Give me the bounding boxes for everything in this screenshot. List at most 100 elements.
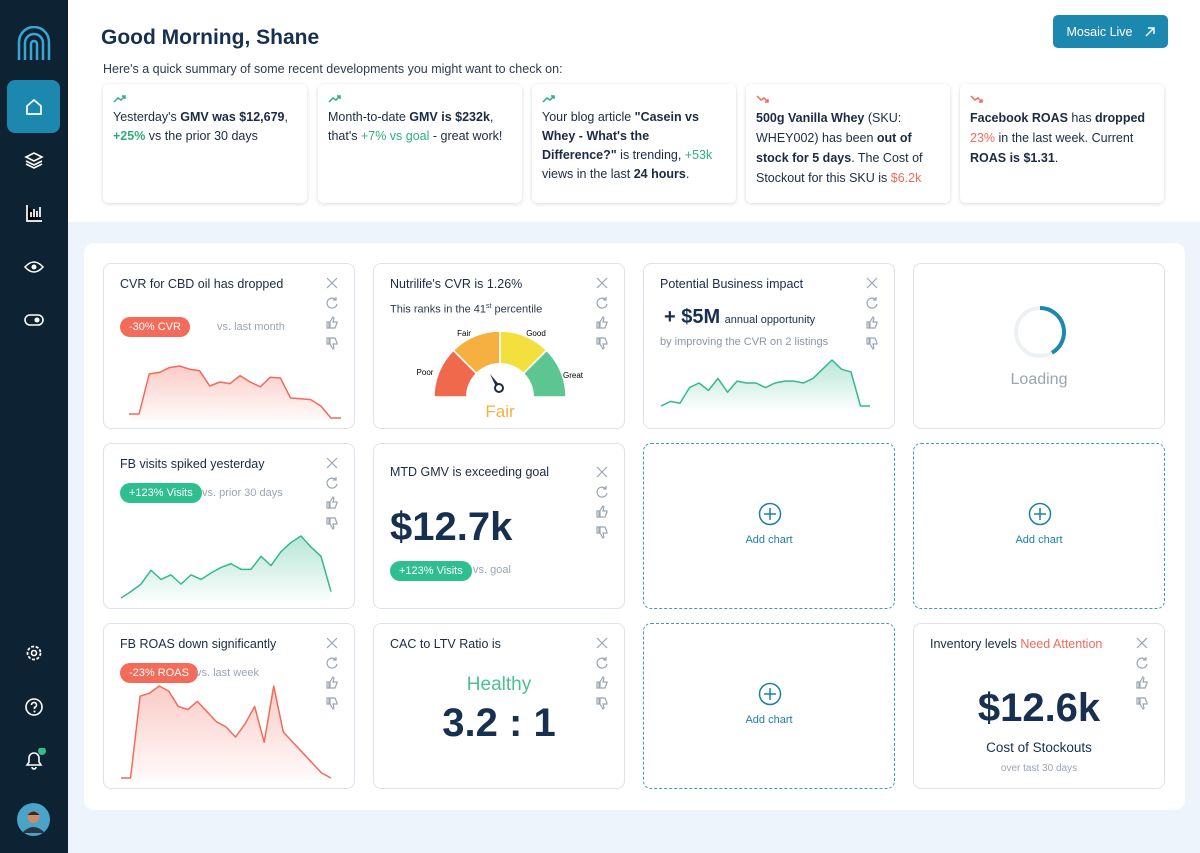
like-button[interactable]: [1135, 676, 1149, 690]
refresh-button[interactable]: [325, 296, 339, 310]
sparkline: [121, 685, 332, 780]
dismiss-icon: [1136, 637, 1148, 649]
nav-layers[interactable]: [7, 133, 60, 186]
gauge: Poor Fair Good Great Fair: [417, 329, 584, 424]
like-button[interactable]: [595, 316, 609, 330]
add-chart[interactable]: Add chart: [643, 623, 895, 789]
card-actions: [595, 465, 609, 545]
rating: Fair: [485, 402, 515, 421]
refresh-button[interactable]: [1135, 656, 1149, 670]
dismiss-icon: [866, 277, 878, 289]
text: is trending,: [616, 148, 685, 162]
like-button[interactable]: [595, 676, 609, 690]
dislike-button[interactable]: [1135, 696, 1149, 710]
dismiss-button[interactable]: [595, 636, 609, 650]
dismiss-button[interactable]: [325, 636, 339, 650]
live-button[interactable]: Mosaic Live: [1053, 15, 1168, 48]
refresh-icon: [326, 297, 338, 309]
refresh-button[interactable]: [595, 485, 609, 499]
nav-settings[interactable]: [7, 626, 60, 679]
sparkline: [129, 365, 341, 420]
arrow: [756, 95, 769, 103]
big-value: $12.7k: [390, 505, 513, 549]
dislike-button[interactable]: [325, 516, 339, 530]
like-button[interactable]: [325, 316, 339, 330]
like-button[interactable]: [865, 316, 879, 330]
nav-help[interactable]: [7, 680, 60, 733]
dismiss-button[interactable]: [1135, 636, 1149, 650]
dislike-icon: [326, 697, 338, 710]
dismiss-button[interactable]: [325, 456, 339, 470]
impact-note: annual opportunity: [724, 314, 816, 326]
refresh-button[interactable]: [595, 296, 609, 310]
text: . The Cost of Stockout for this SKU is: [756, 151, 923, 185]
nav-watch[interactable]: [7, 240, 60, 293]
dismiss-button[interactable]: [595, 276, 609, 290]
insight-card[interactable]: Month-to-date GMV is $232k, that's +7% v…: [318, 84, 522, 203]
dislike-button[interactable]: [325, 336, 339, 350]
value-note: Cost of Stockouts: [986, 740, 1092, 755]
like-button[interactable]: [595, 505, 609, 519]
nav-reports[interactable]: [7, 186, 60, 239]
like-icon: [866, 316, 878, 329]
card-actions: [1135, 636, 1149, 716]
card-title: CAC to LTV Ratio is: [390, 637, 501, 651]
refresh-button[interactable]: [325, 476, 339, 490]
text: 500g Vanilla Whey: [756, 111, 865, 125]
dismiss-button[interactable]: [325, 276, 339, 290]
refresh-icon: [326, 477, 338, 489]
card-actions: [325, 456, 339, 536]
card-actions: [865, 276, 879, 356]
arrow: [970, 95, 983, 103]
gauge-label: Poor: [417, 368, 434, 377]
nav-toggle[interactable]: [7, 293, 60, 346]
sparkline: [120, 535, 332, 600]
refresh-button[interactable]: [595, 656, 609, 670]
dismiss-button[interactable]: [595, 465, 609, 479]
card-title: CVR for CBD oil has dropped: [120, 277, 284, 291]
sparkline-area: [121, 686, 331, 780]
like-button[interactable]: [325, 676, 339, 690]
add-label: Add chart: [1015, 534, 1063, 546]
flag: Need Attention: [1020, 637, 1103, 651]
like-icon: [1136, 676, 1148, 689]
dismiss-icon: [326, 277, 338, 289]
dismiss-button[interactable]: [865, 276, 879, 290]
insight-card[interactable]: Facebook ROAS has dropped 23% in the las…: [960, 84, 1164, 203]
trend-icon: [113, 95, 126, 103]
insight-card[interactable]: Yesterday's GMV was $12,679, +25% vs the…: [103, 84, 307, 203]
text: vs the prior 30 days: [145, 129, 258, 143]
nav-home[interactable]: [7, 80, 60, 133]
add-chart[interactable]: Add chart: [643, 443, 895, 609]
nav-notifications[interactable]: [7, 733, 60, 786]
refresh-button[interactable]: [325, 656, 339, 670]
dislike-button[interactable]: [595, 336, 609, 350]
like-button[interactable]: [325, 496, 339, 510]
add-label: Add chart: [745, 714, 793, 726]
dislike-button[interactable]: [325, 696, 339, 710]
text: +7% vs goal: [360, 129, 430, 143]
trend-icon: [328, 95, 341, 103]
impact-value: + $5M: [664, 306, 721, 328]
text: "Casein vs Whey - What's the Difference?…: [542, 110, 699, 162]
dislike-button[interactable]: [595, 525, 609, 539]
refresh-icon: [866, 297, 878, 309]
refresh-button[interactable]: [865, 296, 879, 310]
text: $6.2k: [890, 171, 922, 185]
insight-card[interactable]: 500g Vanilla Whey (SKU: WHEY002) has bee…: [746, 84, 950, 203]
text: Facebook ROAS: [970, 111, 1068, 125]
comparison: vs. goal: [473, 564, 511, 576]
note: by improving the CVR on 2 listings: [660, 336, 829, 348]
logo[interactable]: [16, 26, 52, 62]
dislike-button[interactable]: [595, 696, 609, 710]
dismiss-icon: [596, 466, 608, 478]
insight-card[interactable]: Your blog article "Casein vs Whey - What…: [532, 84, 736, 203]
avatar[interactable]: [17, 803, 50, 836]
add-label: Add chart: [745, 534, 793, 546]
text: +25%: [113, 129, 146, 143]
dislike-button[interactable]: [865, 336, 879, 350]
metric-card: CVR for CBD oil has dropped -30% CVR vs.…: [103, 263, 355, 429]
add-chart[interactable]: Add chart: [913, 443, 1165, 609]
subtitle: This ranks in the 41st percentile: [390, 303, 542, 316]
